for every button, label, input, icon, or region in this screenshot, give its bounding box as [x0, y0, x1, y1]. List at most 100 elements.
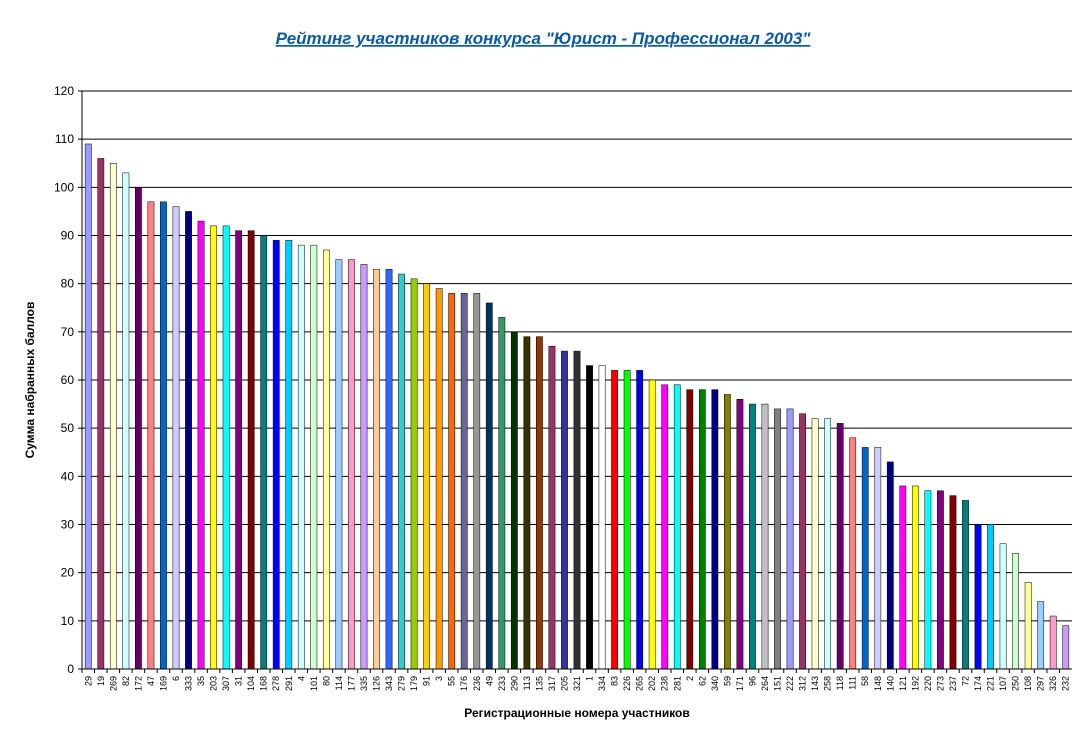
x-tick-label: 179 [409, 676, 419, 691]
x-tick-label: 172 [133, 676, 143, 691]
bar-62 [698, 389, 706, 670]
x-tick-label: 140 [885, 676, 895, 691]
x-tick-label: 174 [973, 676, 983, 691]
bar-291 [285, 240, 293, 670]
x-tick-label: 121 [898, 676, 908, 691]
x-tick-label: 6 [171, 676, 181, 681]
bar-273 [937, 490, 944, 670]
bar-220 [924, 490, 932, 670]
bar-203 [210, 225, 217, 670]
bar-126 [373, 268, 380, 670]
x-tick-label: 148 [873, 676, 883, 691]
bar-172 [135, 187, 142, 670]
bar-258 [824, 418, 832, 670]
bar-312 [799, 413, 806, 670]
x-axis-title: Регистрационные номера участников [464, 706, 690, 720]
bar-3 [435, 288, 443, 670]
x-tick-label: 333 [184, 676, 194, 691]
bar-238 [661, 384, 669, 670]
bar-233 [498, 317, 506, 670]
x-tick-label: 222 [785, 676, 795, 691]
bar-202 [648, 379, 656, 670]
x-tick-label: 335 [359, 676, 369, 691]
bar-278 [272, 240, 280, 670]
x-tick-label: 47 [146, 676, 156, 686]
bar-35 [197, 220, 205, 670]
x-tick-label: 80 [321, 676, 331, 686]
bar-168 [260, 235, 268, 670]
bar-151 [774, 408, 781, 670]
bar-55 [448, 293, 456, 670]
bar-340 [711, 389, 719, 670]
bar-317 [548, 346, 556, 670]
x-tick-label: 169 [158, 676, 168, 691]
y-tick-label: 70 [61, 325, 75, 339]
y-tick-label: 80 [61, 277, 75, 291]
bar-118 [836, 423, 844, 670]
x-tick-label: 297 [1036, 676, 1046, 691]
x-tick-label: 1 [585, 676, 595, 681]
bar-111 [849, 437, 857, 670]
y-tick-label: 100 [54, 180, 74, 194]
bar-279 [398, 273, 405, 670]
bar-140 [886, 461, 894, 670]
x-tick-label: 343 [384, 676, 394, 691]
y-axis-title: Сумма набранных баллов [23, 302, 37, 459]
bar-264 [761, 403, 769, 670]
bar-80 [322, 249, 330, 670]
x-tick-label: 35 [196, 676, 206, 686]
x-tick-label: 3 [434, 676, 444, 681]
bar-58 [861, 447, 869, 670]
y-tick-label: 0 [67, 662, 74, 676]
bar-29 [84, 143, 92, 670]
bar-83 [611, 370, 618, 670]
bar-59 [724, 394, 731, 670]
x-tick-label: 29 [83, 676, 93, 686]
x-tick-label: 237 [948, 676, 958, 691]
x-tick-label: 107 [998, 676, 1008, 691]
x-tick-label: 113 [522, 676, 532, 690]
x-tick-label: 291 [284, 676, 294, 691]
x-tick-label: 326 [1048, 676, 1058, 691]
bar-226 [623, 370, 631, 670]
x-tick-label: 49 [484, 676, 494, 686]
bar-205 [561, 350, 568, 670]
x-tick-label: 104 [246, 676, 256, 691]
bar-135 [536, 336, 543, 670]
bar-237 [949, 495, 957, 670]
bar-31 [235, 230, 243, 670]
x-axis-ticks: 29 19 269 82 172 47 169 6 333 35 203 307 31 104 168 278… [81, 669, 1071, 691]
x-tick-label: 143 [810, 676, 820, 691]
bar-113 [523, 336, 531, 670]
bar-290 [510, 331, 518, 670]
x-tick-label: 321 [572, 676, 582, 691]
bar-148 [874, 447, 882, 670]
bar-104 [247, 230, 255, 670]
bar-265 [636, 370, 644, 670]
bar-114 [335, 259, 343, 670]
x-tick-label: 264 [760, 676, 770, 691]
x-tick-label: 82 [121, 676, 131, 686]
x-tick-label: 278 [271, 676, 281, 691]
x-tick-label: 31 [234, 676, 244, 686]
x-tick-label: 226 [622, 676, 632, 691]
bar-143 [811, 418, 819, 670]
bars [84, 143, 1070, 670]
x-tick-label: 220 [923, 676, 933, 691]
x-tick-label: 238 [660, 676, 670, 691]
bar-121 [899, 485, 907, 670]
x-tick-label: 126 [371, 676, 381, 691]
x-tick-label: 192 [910, 676, 920, 691]
bar-221 [987, 524, 994, 670]
bar-232 [1062, 625, 1070, 670]
x-tick-label: 279 [397, 676, 407, 691]
y-tick-label: 90 [61, 229, 75, 243]
x-tick-label: 273 [935, 676, 945, 691]
bar-222 [786, 408, 794, 670]
bar-177 [348, 259, 355, 670]
x-tick-label: 340 [710, 676, 720, 691]
x-tick-label: 205 [559, 676, 569, 691]
y-tick-label: 120 [54, 84, 74, 98]
x-tick-label: 135 [534, 676, 544, 691]
bar-169 [160, 201, 167, 670]
